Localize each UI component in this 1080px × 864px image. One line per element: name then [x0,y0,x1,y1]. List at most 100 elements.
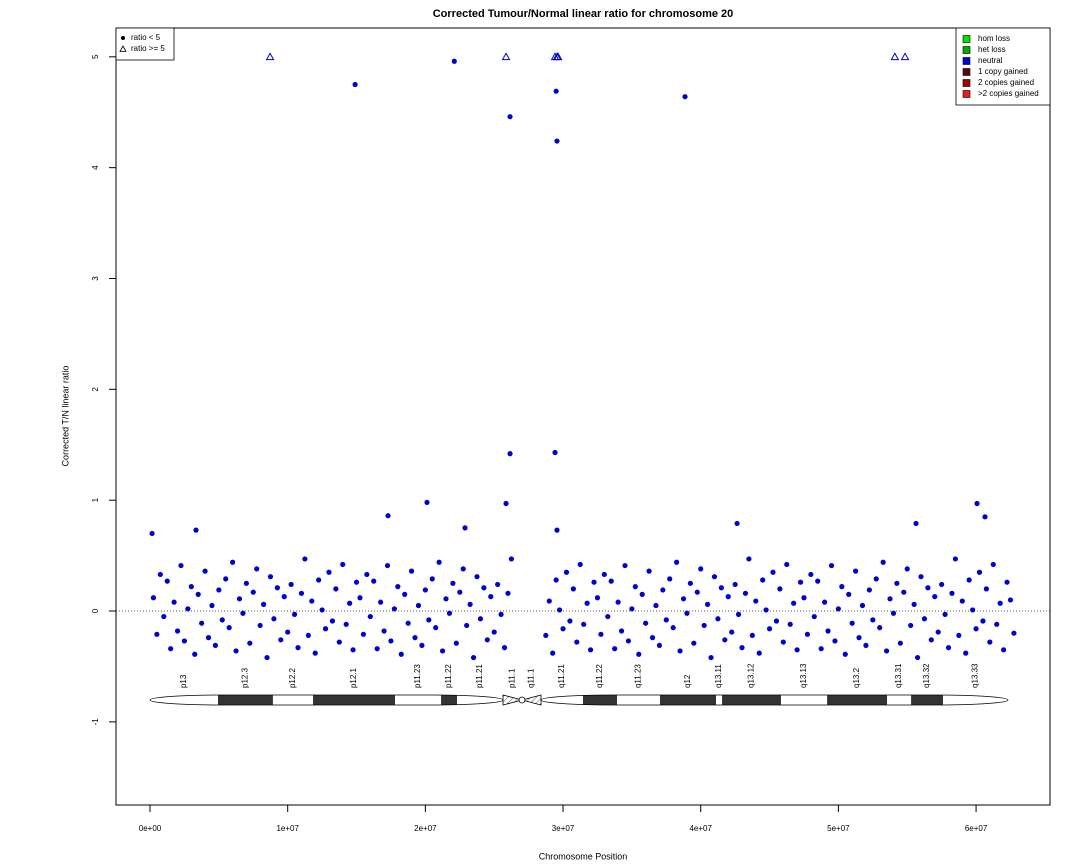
point [436,559,442,565]
point [501,52,511,61]
point [921,616,928,622]
point [649,635,656,641]
point [956,632,962,639]
point [808,571,814,578]
point [240,610,246,616]
cn-legend: hom loss het loss neutral 1 copy gained 2 co… [955,27,1051,106]
point [832,638,838,644]
point [412,635,418,641]
point [508,556,515,562]
point [507,451,513,457]
point [994,621,1000,627]
point [467,601,473,607]
point [780,639,786,645]
point [974,500,980,507]
point [150,595,157,601]
point [784,561,790,568]
chart-title: Corrected Tumour/Normal linear ratio for… [433,8,734,20]
point [574,639,580,645]
point [503,500,509,507]
point [612,646,618,652]
point [601,571,607,578]
point [973,626,979,632]
point [563,569,570,575]
point [835,606,841,612]
band-label: q13.32 [922,663,931,688]
y-tick-label: 0 [91,608,100,613]
point [883,648,890,654]
point [305,632,311,639]
point [680,596,687,602]
point [223,576,229,582]
point [319,607,325,613]
point [316,577,322,583]
band-label: q11.1 [527,668,536,688]
point [980,618,986,624]
legend-marker [121,36,125,40]
point [254,566,260,572]
legend-swatch [962,68,971,76]
point [507,114,513,120]
point [278,637,284,643]
y-tick-label: 4 [91,165,100,170]
point [554,138,560,144]
point [773,618,780,624]
point [236,596,243,602]
point [281,594,287,600]
point [746,556,752,562]
band [150,695,219,705]
band [218,695,273,705]
point [408,568,415,574]
point [598,631,604,637]
point [501,645,508,651]
point [622,562,628,569]
point [451,58,457,64]
point [367,613,373,620]
band-label: q13.33 [971,663,980,688]
point [546,598,552,604]
point [271,616,277,622]
point [333,586,339,592]
point [250,589,256,595]
plot-frame [115,27,1051,806]
point [424,499,430,506]
point [691,640,697,646]
point [181,638,188,644]
point [405,620,411,626]
point [715,616,721,622]
legend-swatch [962,79,971,87]
legend-swatch [962,35,971,43]
legend-box [115,27,175,61]
point [983,586,989,592]
point [260,601,267,607]
point [470,654,477,661]
point [343,621,349,627]
point [932,594,938,600]
point [556,607,563,613]
point [822,599,828,605]
point [918,574,924,580]
point [505,590,511,596]
point [856,635,862,641]
point [734,520,740,527]
legend-swatch [962,57,971,65]
point [643,620,649,626]
point [329,618,336,624]
point [605,613,611,620]
point [911,601,917,607]
point [560,626,566,632]
arm-outline [149,694,504,706]
point [439,648,446,654]
point [157,571,163,578]
point [949,590,955,596]
band [780,695,828,705]
legend-label: het loss [978,45,1006,54]
x-tick-label: 5e+07 [827,824,850,833]
point [873,576,879,582]
point [446,610,453,616]
point [419,642,425,648]
point [639,591,645,598]
point [378,599,384,605]
point [205,635,212,641]
point [732,581,738,588]
